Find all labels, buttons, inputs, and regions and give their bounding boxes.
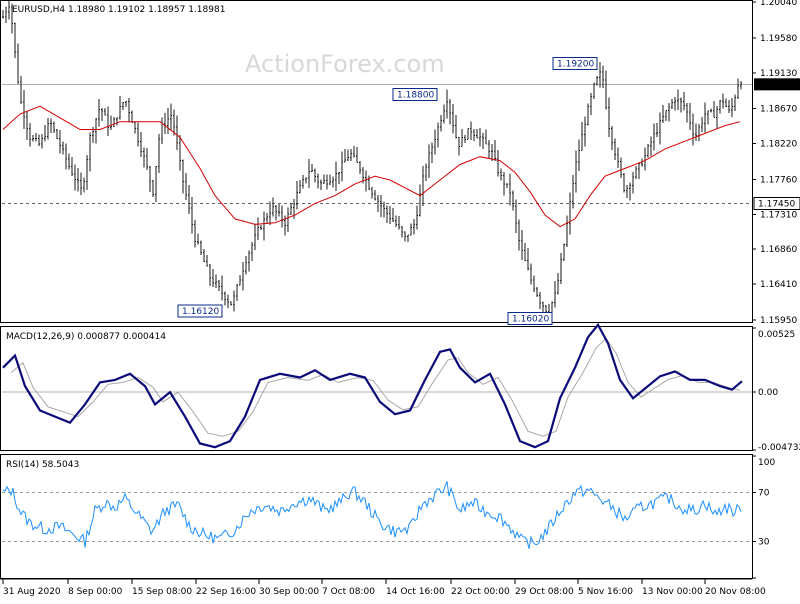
annotation-box bbox=[177, 304, 223, 318]
rsi-lines bbox=[2, 481, 752, 549]
price-tick-label: 1.18220 bbox=[760, 140, 797, 150]
price-tick-label: 1.17310 bbox=[760, 210, 797, 220]
price-pane bbox=[0, 0, 753, 323]
price-header: EURUSD,H4 1.18980 1.19102 1.18957 1.1898… bbox=[12, 5, 225, 15]
macd-axis: 0.00525 0.00 -0.004732 bbox=[752, 327, 800, 453]
annotation-label: 1.18800 bbox=[397, 90, 434, 100]
annotation-box bbox=[552, 56, 598, 70]
price-annotations: 1.16120 1.18800 1.16020 1.19200 bbox=[177, 56, 598, 326]
x-tick-label: 22 Oct 00:00 bbox=[451, 587, 510, 597]
price-tick-label: 1.19130 bbox=[760, 69, 797, 79]
price-tick-label: 1.15950 bbox=[760, 316, 797, 326]
price-tick-label: 1.18670 bbox=[760, 105, 797, 115]
price-tick-label: 1.16410 bbox=[760, 280, 797, 290]
macd-pane bbox=[0, 326, 753, 451]
macd-tick-label: -0.004732 bbox=[758, 443, 800, 453]
watermark: ActionForex.com bbox=[245, 50, 445, 78]
rsi-axis: 100 70 30 bbox=[752, 455, 775, 579]
x-tick-label: 31 Aug 2020 bbox=[3, 587, 61, 597]
x-tick-label: 30 Sep 00:00 bbox=[259, 587, 319, 597]
price-tick-label: 1.16860 bbox=[760, 245, 797, 255]
rsi-tick-label: 100 bbox=[758, 458, 775, 468]
rsi-tick-label: 70 bbox=[758, 489, 770, 499]
annotation-box bbox=[507, 312, 553, 326]
x-tick-label: 13 Nov 00:00 bbox=[642, 587, 703, 597]
moving-average-line bbox=[2, 105, 741, 228]
x-axis: 31 Aug 2020 8 Sep 00:00 15 Sep 08:00 22 Sep… bbox=[0, 578, 766, 597]
x-tick-label: 7 Oct 08:00 bbox=[322, 587, 375, 597]
annotation-label: 1.16020 bbox=[512, 315, 549, 325]
last-price-tag-text: 1.18981 bbox=[758, 80, 795, 90]
rsi-line bbox=[2, 481, 742, 549]
x-tick-label: 8 Sep 00:00 bbox=[68, 587, 123, 597]
annotation-label: 1.16120 bbox=[182, 307, 219, 317]
price-bars bbox=[2, 0, 742, 321]
x-tick-label: 14 Oct 16:00 bbox=[386, 587, 445, 597]
price-axis: 1.20040 1.19580 1.19130 1.18670 1.18220 1.177… bbox=[752, 0, 800, 326]
macd-tick-label: 0.00525 bbox=[758, 330, 795, 340]
support-tag-text: 1.17450 bbox=[758, 199, 795, 209]
x-tick-label: 29 Oct 08:00 bbox=[515, 587, 574, 597]
rsi-tick-label: 30 bbox=[758, 537, 770, 547]
annotation-label: 1.19200 bbox=[557, 59, 594, 69]
price-tick-label: 1.17760 bbox=[760, 175, 797, 185]
price-tick-label: 1.20040 bbox=[760, 0, 797, 8]
macd-signal-line bbox=[10, 337, 741, 437]
x-tick-label: 20 Nov 08:00 bbox=[705, 587, 766, 597]
macd-main-line bbox=[2, 322, 743, 449]
macd-tick-label: 0.00 bbox=[758, 388, 778, 398]
support-tag bbox=[753, 196, 800, 210]
macd-lines bbox=[2, 322, 752, 449]
rsi-header: RSI(14) 58.5043 bbox=[6, 460, 79, 470]
last-price-tag bbox=[754, 78, 800, 91]
x-tick-label: 15 Sep 08:00 bbox=[132, 587, 192, 597]
price-levels bbox=[2, 83, 752, 204]
macd-header: MACD(12,26,9) 0.000877 0.000414 bbox=[6, 332, 166, 342]
price-tick-label: 1.19580 bbox=[760, 34, 797, 44]
x-tick-label: 5 Nov 16:00 bbox=[578, 587, 633, 597]
x-tick-label: 22 Sep 16:00 bbox=[196, 587, 256, 597]
annotation-box bbox=[392, 87, 438, 101]
